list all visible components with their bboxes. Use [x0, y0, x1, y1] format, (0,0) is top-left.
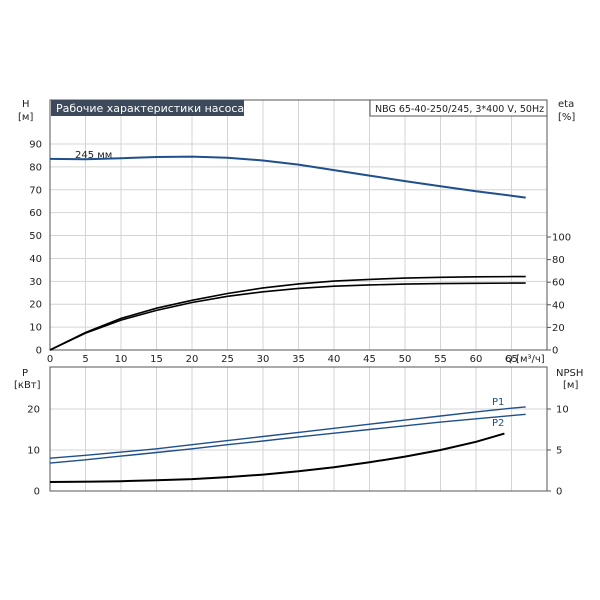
- tick-label-eta: 40: [552, 300, 565, 311]
- left-axis-name-H: H: [22, 99, 30, 110]
- tick-label-Q: 65: [505, 354, 518, 365]
- chart-title: Рабочие характеристики насоса: [56, 102, 244, 115]
- tick-label-eta: 0: [552, 346, 558, 357]
- tick-label-H: 50: [29, 231, 42, 242]
- tick-label-H: 60: [29, 208, 42, 219]
- lower-grid: [50, 367, 547, 491]
- x-tick-labels: 0 5 10 15 20 25 30 35 40 45 50 55 60 65: [47, 354, 518, 365]
- tick-label-P: 10: [27, 446, 40, 457]
- series-line-eta_lower: [49, 282, 526, 351]
- tick-label-Q: 60: [470, 354, 483, 365]
- right-axis-name-eta: eta: [558, 99, 574, 110]
- tick-label-H: 10: [29, 323, 42, 334]
- right-axis-unit-eta: [%]: [558, 112, 575, 123]
- tick-label-H: 20: [29, 300, 42, 311]
- curve-annotation: 245 мм: [75, 150, 112, 161]
- series-label-P2: P2: [492, 418, 504, 429]
- x-axis-label: Q [м³/ч]: [505, 354, 545, 365]
- tick-label-H: 90: [29, 140, 42, 151]
- right-axis-unit-NPSH: [м]: [563, 380, 578, 391]
- left-axis-name-P: P: [22, 368, 28, 379]
- tick-label-NPSH: 0: [556, 487, 562, 498]
- tick-label-Q: 45: [363, 354, 376, 365]
- upper-series: [49, 155, 526, 351]
- tick-label-H: 30: [29, 277, 42, 288]
- series-line-H: [49, 155, 526, 199]
- tick-label-Q: 30: [257, 354, 270, 365]
- tick-label-P: 0: [34, 487, 40, 498]
- tick-label-NPSH: 5: [556, 446, 562, 457]
- title-box: [51, 100, 244, 116]
- tick-label-H: 70: [29, 185, 42, 196]
- right-axis-name-NPSH: NPSH: [556, 368, 583, 379]
- tick-label-Q: 20: [186, 354, 199, 365]
- tick-label-H: 80: [29, 162, 42, 173]
- tick-label-Q: 40: [328, 354, 341, 365]
- upper-right-tick-labels: 0 20 40 60 80 100: [547, 233, 571, 357]
- series-line-P1: [49, 406, 526, 459]
- lower-right-tick-labels: 0 5 10: [547, 405, 569, 498]
- tick-label-Q: 50: [399, 354, 412, 365]
- tick-label-Q: 10: [115, 354, 128, 365]
- tick-label-H: 0: [36, 346, 42, 357]
- tick-label-Q: 0: [47, 354, 53, 365]
- series-label-P1: P1: [492, 397, 504, 408]
- tick-label-Q: 35: [292, 354, 305, 365]
- model-label: NBG 65-40-250/245, 3*400 V, 50Hz: [375, 104, 544, 115]
- upper-grid: [50, 100, 547, 350]
- series-line-P2: [49, 413, 526, 464]
- tick-label-Q: 5: [82, 354, 88, 365]
- tick-label-eta: 60: [552, 278, 565, 289]
- upper-plot-frame: [49, 99, 548, 351]
- series-line-eta_upper: [49, 275, 526, 351]
- tick-label-NPSH: 10: [556, 405, 569, 416]
- tick-label-Q: 15: [150, 354, 163, 365]
- tick-label-eta: 20: [552, 323, 565, 334]
- tick-label-eta: 100: [552, 233, 571, 244]
- series-line-NPSH: [49, 432, 505, 483]
- tick-label-Q: 55: [434, 354, 447, 365]
- left-axis-unit-H: [м]: [18, 112, 33, 123]
- lower-plot-frame: [49, 366, 548, 492]
- tick-label-Q: 25: [221, 354, 234, 365]
- model-label-box: [369, 99, 548, 117]
- tick-label-H: 40: [29, 254, 42, 265]
- lower-series: [49, 406, 526, 483]
- tick-label-eta: 80: [552, 255, 565, 266]
- lower-left-tick-labels: 0 10 20: [27, 405, 40, 498]
- left-axis-unit-P: [кВт]: [14, 380, 41, 391]
- upper-left-tick-labels: 0 10 20 30 40 50 60 70 80 90: [29, 140, 42, 357]
- tick-label-P: 20: [27, 405, 40, 416]
